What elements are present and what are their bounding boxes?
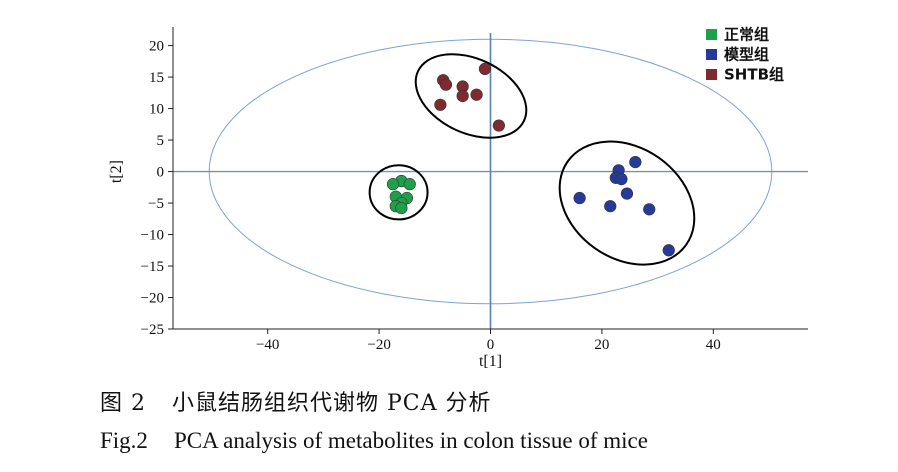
data-point-series-3-3 <box>439 78 453 91</box>
y-tick-label: −10 <box>141 228 164 244</box>
legend-swatch-3 <box>706 69 717 80</box>
y-axis-label: t[2] <box>108 160 125 183</box>
data-point-series-3-7 <box>434 98 447 111</box>
y-tick-label: 5 <box>157 133 165 149</box>
data-point-series-2-7 <box>604 200 617 213</box>
y-tick-label: −15 <box>141 259 164 275</box>
y-tick-label: −20 <box>141 291 164 307</box>
y-tick-label: 15 <box>149 70 164 86</box>
y-tick-label: 10 <box>149 102 164 118</box>
cluster-ellipse-3 <box>414 53 528 139</box>
data-point-series-2-8 <box>643 203 656 216</box>
caption-cn-text: 小鼠结肠组织代谢物 PCA 分析 <box>172 391 492 416</box>
data-point-series-2-6 <box>573 191 586 205</box>
y-tick-label: 0 <box>157 165 165 181</box>
x-axis-label: t[1] <box>479 353 502 370</box>
cluster-ellipse-1 <box>368 164 429 221</box>
x-tick-label: −40 <box>256 337 279 353</box>
caption-en-label: Fig.2 <box>100 428 148 453</box>
data-point-series-2-1 <box>629 156 642 169</box>
data-point-series-1-2 <box>386 178 400 191</box>
data-point-series-1-8 <box>395 201 408 215</box>
caption-cn-label: 图 2 <box>100 391 146 416</box>
data-point-series-2-5 <box>620 187 634 200</box>
legend-swatch-2 <box>706 49 717 60</box>
y-tick-label: −5 <box>148 196 164 212</box>
data-point-series-2-9 <box>662 244 675 257</box>
caption-en-text: PCA analysis of metabolites in colon tis… <box>173 428 648 453</box>
data-point-series-3-5 <box>456 89 469 103</box>
pca-score-plot: 20 15 10 5 0 −5 −10 −15 −20 −25 −40 −20 0 20 40 t[1] t[2… <box>108 26 808 370</box>
y-tick-label: −25 <box>141 322 164 338</box>
figure-caption-english: Fig.2 PCA analysis of metabolites in colo… <box>100 428 648 454</box>
data-point-series-3-1 <box>478 62 492 75</box>
data-point-series-1-3 <box>403 178 416 191</box>
legend-label-3: SHTB组 <box>724 66 784 84</box>
legend-swatch-1 <box>706 29 717 40</box>
data-point-series-3-8 <box>492 119 505 132</box>
data-point-series-3-6 <box>470 88 483 101</box>
figure-caption-chinese: 图 2 小鼠结肠组织代谢物 PCA 分析 <box>100 385 492 417</box>
legend-label-1: 正常组 <box>724 26 769 44</box>
data-point-series-2-4 <box>615 173 628 186</box>
x-tick-label: 20 <box>594 337 609 353</box>
x-tick-label: 40 <box>706 337 721 353</box>
legend-label-2: 模型组 <box>724 46 769 64</box>
y-tick-label: 20 <box>149 39 164 55</box>
x-tick-label: 0 <box>487 337 495 353</box>
x-tick-label: −20 <box>367 337 390 353</box>
cluster-ellipse-2 <box>558 140 696 266</box>
